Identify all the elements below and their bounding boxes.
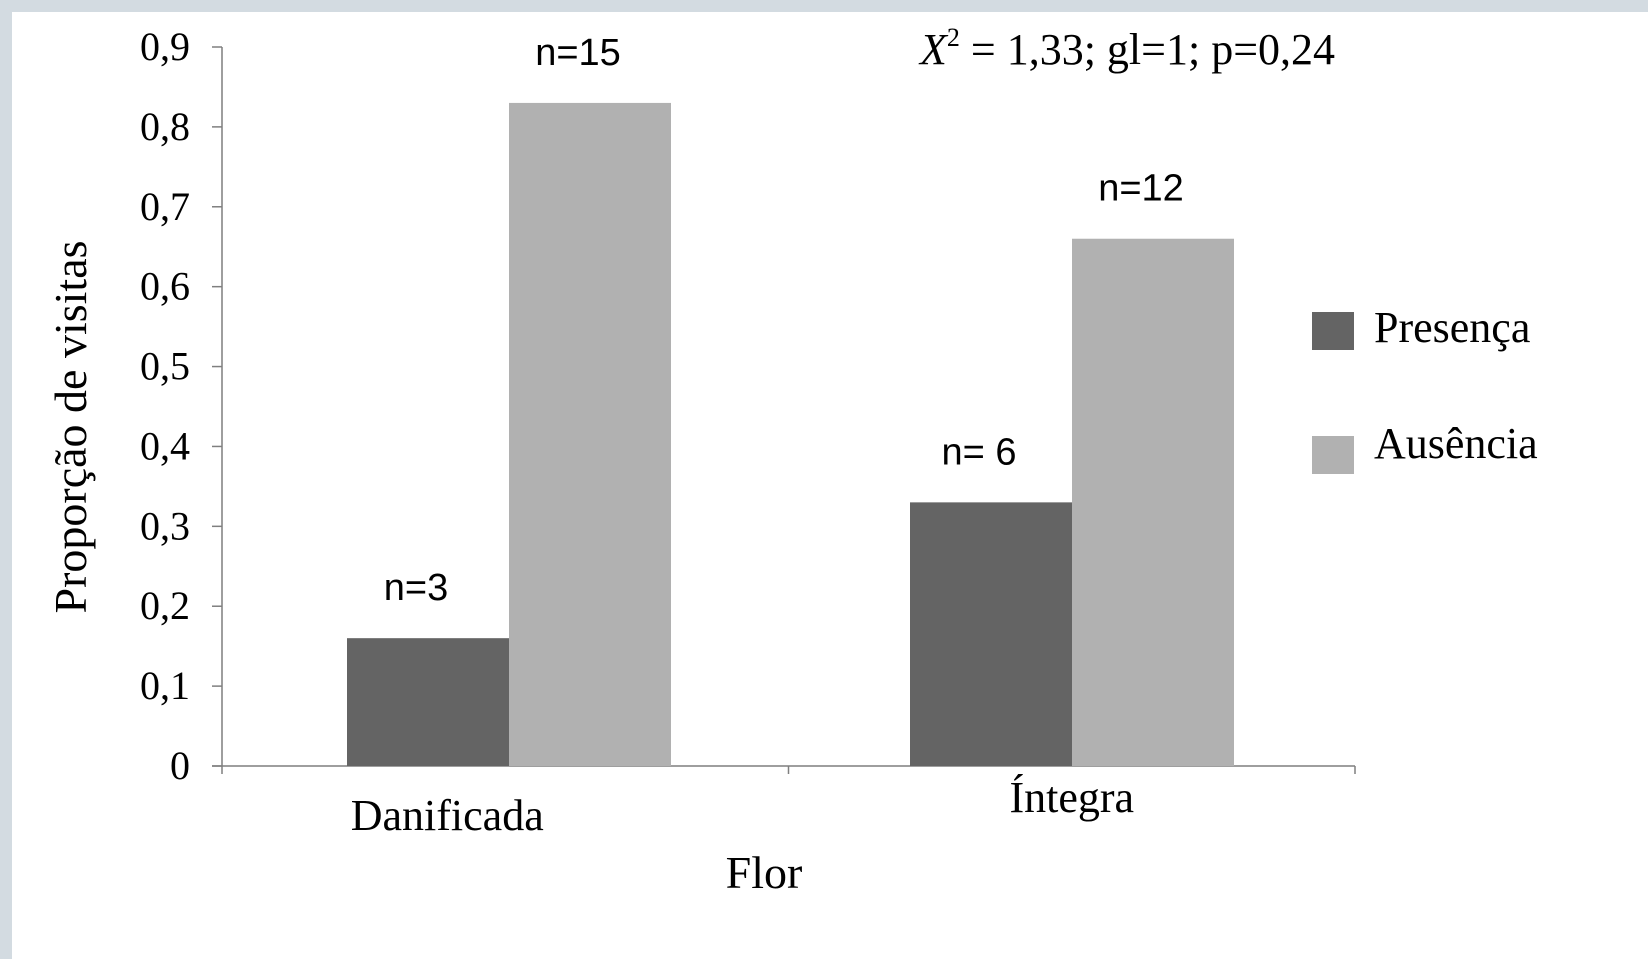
chi-stats: = 1,33; gl=1; p=0,24 [960, 25, 1335, 74]
x-category-label: Íntegra [1009, 773, 1134, 822]
bar-data-label: n=3 [384, 567, 448, 609]
chi-exponent: 2 [947, 23, 960, 52]
y-tick-label: 0,2 [140, 583, 190, 628]
bar-data-label: n=12 [1098, 168, 1184, 210]
legend: Presença Ausência [1312, 303, 1538, 474]
axes: 0 0,1 0,2 0,3 0,4 0,5 0,6 0,7 0,8 0,9 Danificada Ín… [140, 24, 1356, 840]
bar-ausencia [1072, 238, 1234, 766]
y-tick-label: 0 [170, 743, 190, 788]
y-tick-label: 0,3 [140, 503, 190, 548]
bars [347, 102, 1234, 766]
legend-swatch-presenca [1312, 312, 1354, 350]
y-axis-title: Proporção de visitas [45, 240, 96, 613]
y-tick-label: 0,9 [140, 24, 190, 69]
y-tick-label: 0,8 [140, 104, 190, 149]
x-category-label: Danificada [351, 791, 544, 840]
y-tick-label: 0,4 [140, 423, 190, 468]
labels: n=3 n= 6 n=15 n=12 [384, 32, 1184, 609]
bar-presenca [910, 502, 1072, 766]
bar-data-label: n= 6 [941, 431, 1016, 473]
y-tick-label: 0,1 [140, 663, 190, 708]
legend-swatch-ausencia [1312, 436, 1354, 474]
bar-ausencia [509, 102, 671, 766]
chart-frame: 0 0,1 0,2 0,3 0,4 0,5 0,6 0,7 0,8 0,9 Danificada Ín… [12, 12, 1648, 959]
bar-presenca [347, 638, 509, 766]
chi-square-annotation: X2 = 1,33; gl=1; p=0,24 [918, 23, 1335, 74]
bar-data-label: n=15 [535, 32, 621, 74]
legend-label-presenca: Presença [1374, 303, 1530, 352]
y-tick-label: 0,7 [140, 184, 190, 229]
legend-label-ausencia: Ausência [1374, 419, 1538, 468]
x-axis-title: Flor [726, 847, 803, 898]
y-tick-label: 0,5 [140, 344, 190, 389]
bar-chart: 0 0,1 0,2 0,3 0,4 0,5 0,6 0,7 0,8 0,9 Danificada Ín… [45, 23, 1538, 898]
y-tick-label: 0,6 [140, 264, 190, 309]
chi-symbol: X [918, 25, 949, 74]
